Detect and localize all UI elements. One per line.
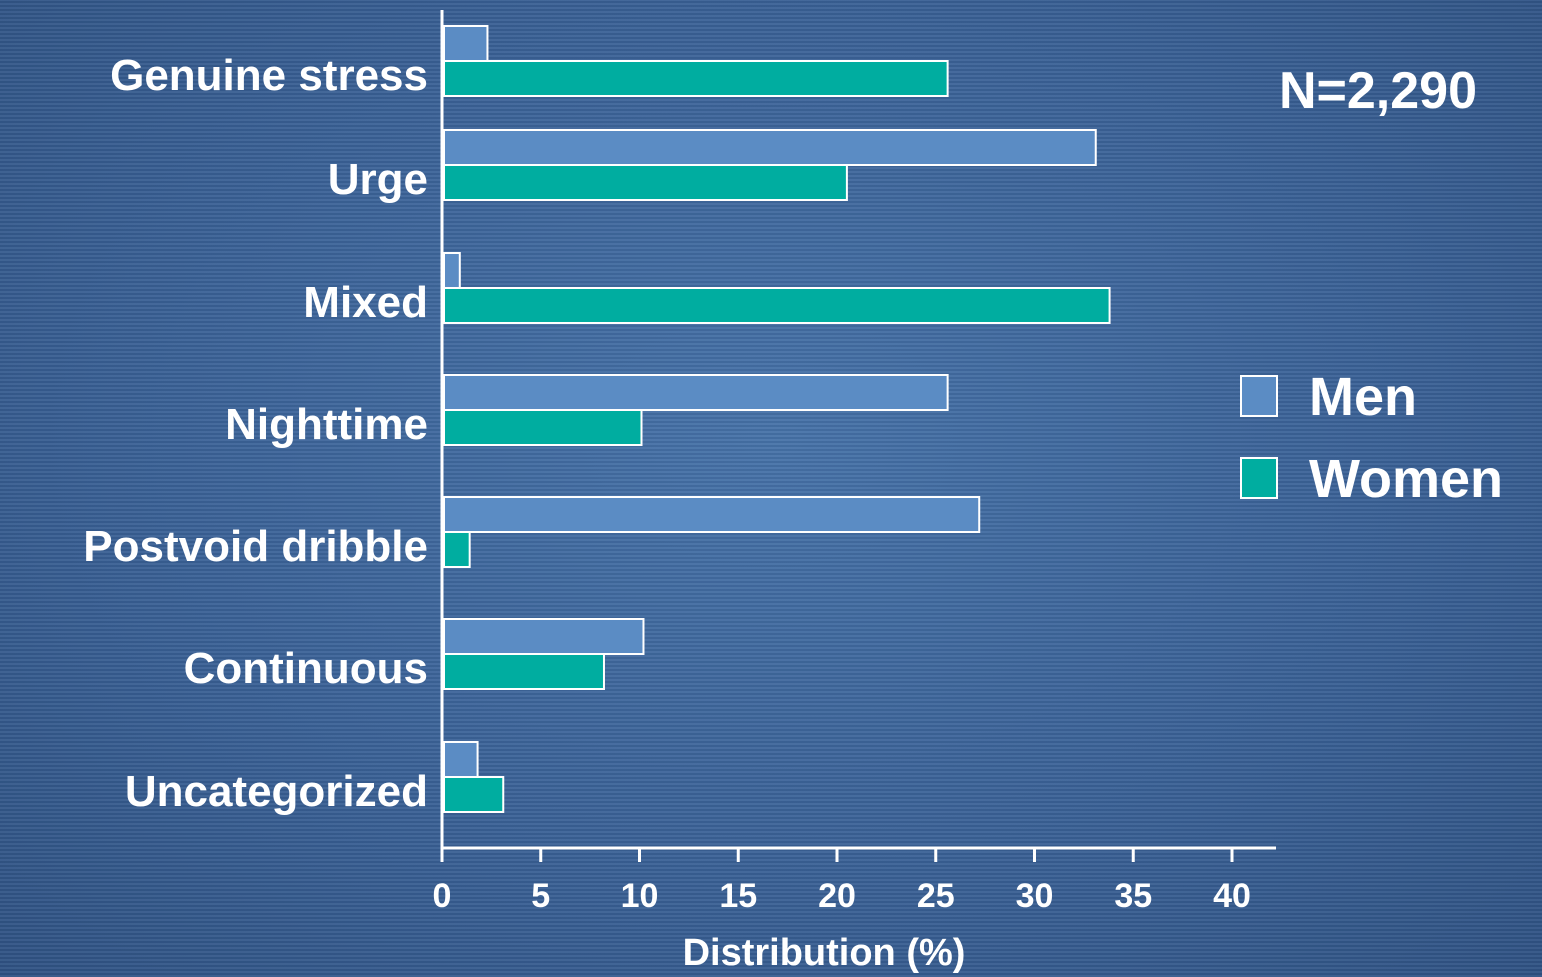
x-tick-label-5: 5 — [531, 877, 550, 915]
bar-women-continuous — [443, 653, 605, 690]
bar-women-postvoid-dribble — [443, 531, 471, 568]
x-tick-label-35: 35 — [1114, 877, 1152, 915]
bars-group — [443, 25, 1111, 813]
category-label-mixed: Mixed — [303, 278, 428, 327]
category-label-urge: Urge — [328, 155, 428, 204]
legend-label-men: Men — [1309, 367, 1417, 427]
x-axis-ticks: 0 5 10 15 20 25 30 35 40 — [433, 848, 1251, 915]
bar-men-genuine-stress — [443, 25, 489, 62]
x-tick-label-15: 15 — [719, 877, 757, 915]
legend-label-women: Women — [1309, 449, 1503, 509]
legend-swatch-women — [1240, 457, 1278, 499]
category-label-continuous: Continuous — [184, 644, 428, 693]
bar-men-uncategorized — [443, 741, 479, 778]
x-tick-label-30: 30 — [1016, 877, 1054, 915]
x-tick-label-10: 10 — [621, 877, 659, 915]
category-label-genuine-stress: Genuine stress — [110, 51, 428, 100]
x-tick-label-0: 0 — [433, 877, 452, 915]
legend: Men Women — [1240, 367, 1503, 509]
x-tick-label-25: 25 — [917, 877, 955, 915]
bar-women-nighttime — [443, 409, 643, 446]
bar-women-genuine-stress — [443, 60, 949, 97]
x-tick-label-40: 40 — [1213, 877, 1251, 915]
x-axis-title: Distribution (%) — [683, 932, 966, 974]
category-label-uncategorized: Uncategorized — [125, 767, 428, 816]
bar-men-postvoid-dribble — [443, 496, 981, 533]
bar-men-continuous — [443, 618, 645, 655]
category-labels: Genuine stress Urge Mixed Nighttime Postvoid… — [83, 51, 428, 816]
x-tick-label-20: 20 — [818, 877, 856, 915]
bar-women-uncategorized — [443, 776, 505, 813]
category-label-nighttime: Nighttime — [225, 400, 428, 449]
sample-size-annotation: N=2,290 — [1279, 62, 1477, 120]
bar-men-nighttime — [443, 374, 949, 411]
bar-women-urge — [443, 164, 848, 201]
category-label-postvoid-dribble: Postvoid dribble — [83, 522, 428, 571]
legend-swatch-men — [1240, 375, 1278, 417]
bar-men-urge — [443, 129, 1097, 166]
bar-men-mixed — [443, 252, 461, 289]
bar-women-mixed — [443, 287, 1111, 324]
